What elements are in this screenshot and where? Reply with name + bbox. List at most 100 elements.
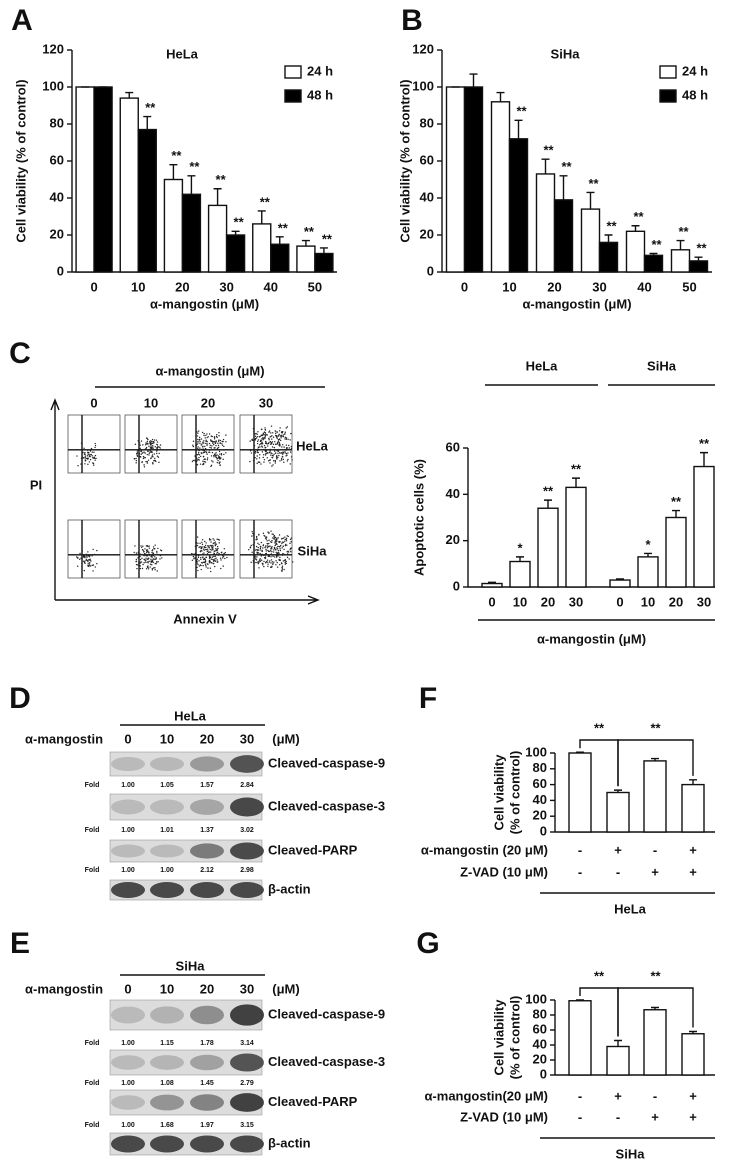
- flow-dot: [252, 534, 255, 536]
- y-tick-label: 20: [533, 1051, 547, 1066]
- flow-dot: [198, 565, 201, 567]
- bar: [270, 243, 290, 273]
- flow-dot: [200, 547, 202, 550]
- flow-dot: [211, 435, 213, 438]
- unit-label: (μM): [272, 981, 299, 996]
- flow-dot: [91, 451, 94, 453]
- flow-dot: [159, 444, 162, 446]
- flow-dot: [286, 556, 289, 559]
- bar: [637, 556, 659, 588]
- flow-dot: [274, 460, 277, 463]
- flow-dot: [270, 454, 272, 456]
- x-tick-label: 30: [592, 279, 606, 294]
- flow-dot: [204, 437, 206, 439]
- flow-dot: [218, 446, 220, 449]
- flow-dot: [82, 555, 85, 557]
- flow-dot: [267, 555, 270, 557]
- flow-dot: [207, 551, 210, 554]
- flow-dot: [256, 433, 258, 435]
- flow-dot: [282, 435, 285, 438]
- flow-dot: [193, 557, 195, 559]
- flow-dot: [143, 451, 145, 453]
- flow-dot: [88, 461, 91, 463]
- x-axis-label: α-mangostin (μM): [150, 296, 259, 311]
- error-bar: [676, 239, 685, 250]
- flow-dot: [217, 554, 219, 556]
- flow-dot: [256, 537, 258, 539]
- group-label: SiHa: [616, 1146, 646, 1161]
- flow-dot: [213, 542, 215, 544]
- flow-dot: [144, 444, 147, 446]
- flow-dot: [79, 552, 81, 555]
- flow-dot: [205, 440, 207, 442]
- flow-dot: [256, 440, 259, 443]
- flow-dot: [137, 557, 139, 559]
- flow-dot: [264, 429, 267, 431]
- y-axis-label: (% of control): [507, 751, 522, 835]
- flow-dot: [147, 438, 149, 441]
- flow-dot: [91, 449, 93, 451]
- flow-dot: [133, 551, 135, 554]
- bar: [643, 254, 664, 273]
- flow-dot: [281, 565, 284, 567]
- flow-dot: [210, 541, 212, 543]
- flow-dot: [92, 570, 94, 572]
- flow-dot: [281, 542, 283, 545]
- flow-dot: [270, 441, 272, 444]
- error-bar: [187, 175, 196, 195]
- flow-dot: [203, 432, 205, 435]
- flow-dot: [196, 457, 198, 460]
- flow-dot: [142, 457, 145, 460]
- flow-dot: [208, 547, 211, 549]
- flow-dot: [259, 553, 262, 556]
- flow-dot: [273, 446, 276, 449]
- flow-dot: [270, 549, 272, 551]
- flow-dot: [139, 553, 141, 556]
- flow-dot: [196, 566, 198, 569]
- flow-dot: [87, 562, 89, 565]
- flow-dot: [262, 563, 264, 565]
- flow-dot: [284, 540, 286, 542]
- bar: [568, 752, 592, 833]
- flow-dot: [137, 449, 139, 452]
- flow-dot: [250, 544, 252, 547]
- error-bar: [689, 779, 697, 785]
- blot-band: [190, 1005, 224, 1025]
- y-tick-label: 40: [533, 792, 547, 807]
- flow-dot: [211, 562, 213, 564]
- flow-dot: [198, 436, 201, 439]
- flow-dot: [144, 553, 147, 555]
- flow-dot: [264, 454, 267, 456]
- flow-dot: [151, 559, 154, 561]
- flow-dot: [152, 567, 155, 569]
- flow-dot: [266, 434, 268, 436]
- flow-dot: [201, 550, 203, 552]
- flow-dot: [203, 557, 206, 560]
- flow-dot: [148, 553, 150, 555]
- flow-dot: [197, 542, 199, 544]
- flow-dot: [197, 446, 199, 448]
- flow-dot: [276, 566, 279, 568]
- flow-dot: [278, 433, 280, 436]
- bar: [609, 579, 631, 588]
- flow-dot: [136, 455, 139, 457]
- y-tick-label: 100: [412, 78, 434, 93]
- significance: **: [145, 100, 156, 115]
- flow-dot: [137, 440, 139, 442]
- flow-dot: [279, 564, 281, 566]
- flow-dot: [254, 557, 256, 559]
- flow-dot: [274, 536, 276, 538]
- flow-dot: [204, 563, 207, 565]
- legend-swatch: [659, 65, 677, 79]
- flow-dot: [277, 440, 280, 442]
- flow-dot: [196, 536, 199, 538]
- x-tick-label: 40: [637, 279, 651, 294]
- flow-dot: [267, 531, 269, 533]
- y-tick-label: 100: [525, 991, 547, 1006]
- flow-dot: [276, 437, 278, 440]
- flow-dot: [198, 449, 200, 451]
- flow-dot: [250, 452, 253, 454]
- flow-dot: [286, 535, 288, 537]
- flow-dot: [280, 437, 282, 439]
